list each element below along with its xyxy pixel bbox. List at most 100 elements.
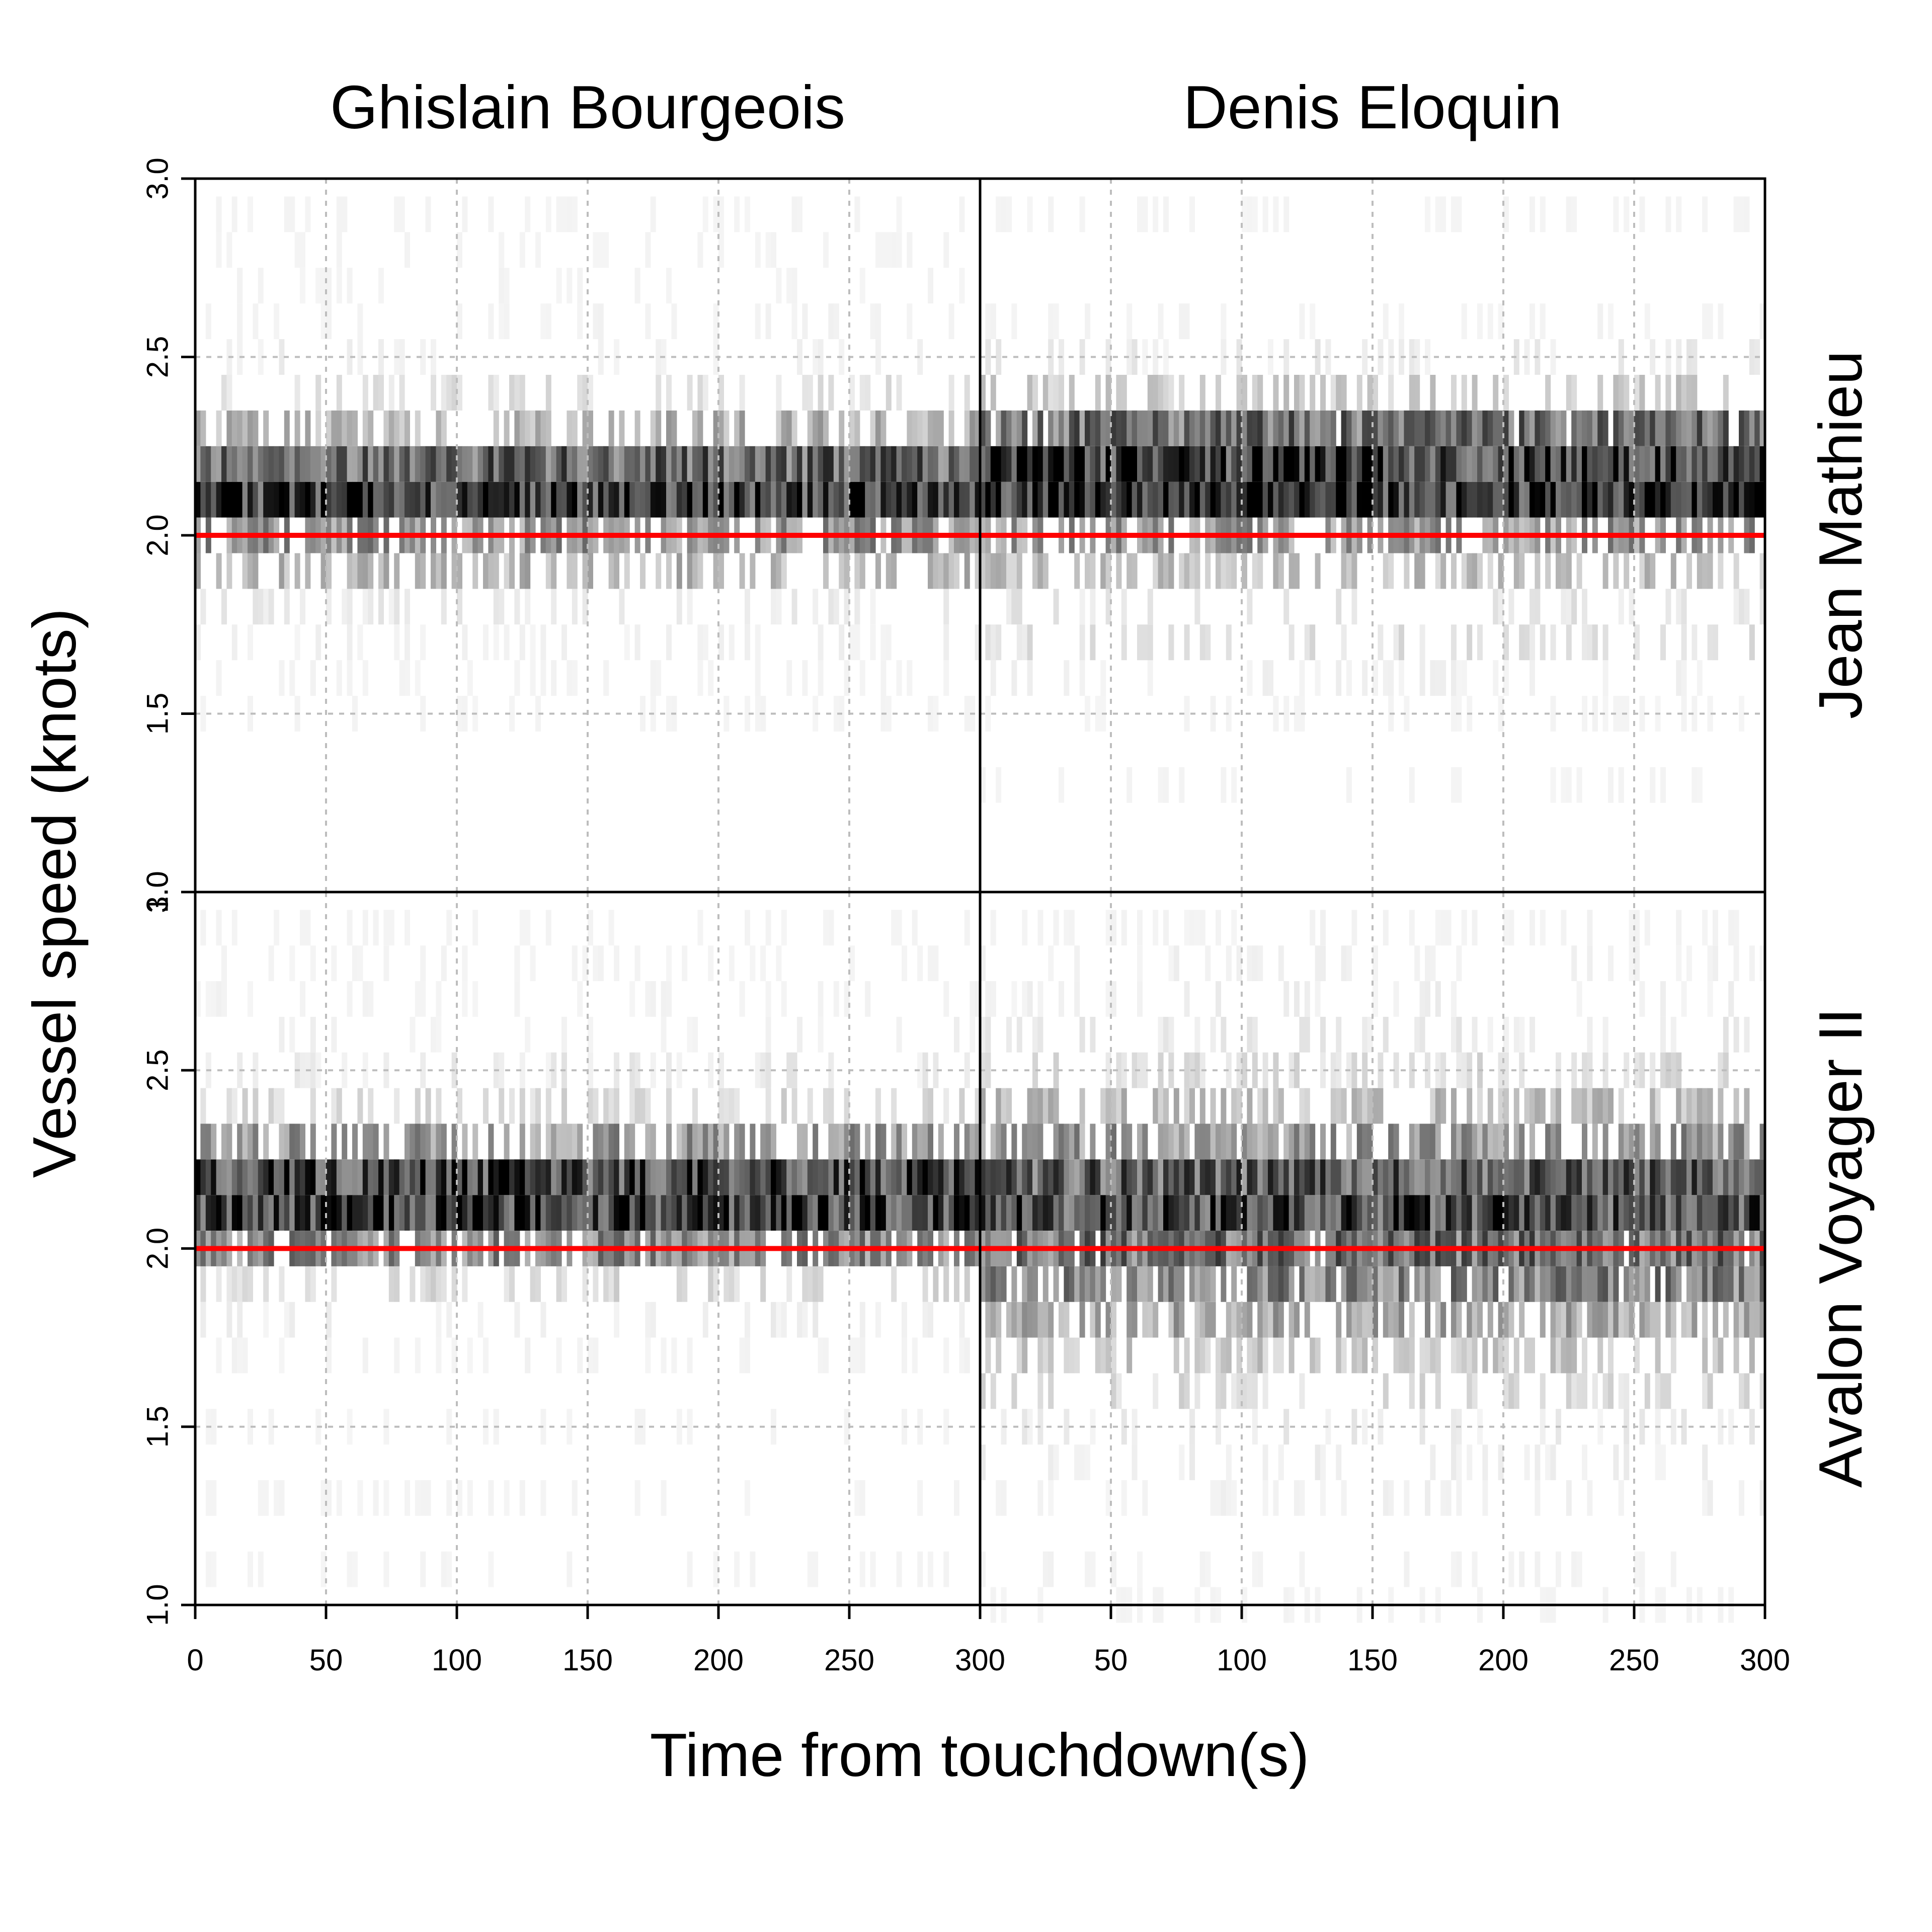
- heatmap-cell: [556, 196, 562, 232]
- heatmap-cell: [1210, 1159, 1216, 1195]
- heatmap-cell: [755, 1159, 761, 1195]
- heatmap-cell: [1179, 1373, 1185, 1409]
- heatmap-cell: [813, 1123, 819, 1160]
- heatmap-cell: [750, 945, 756, 982]
- heatmap-cell: [457, 1480, 462, 1516]
- heatmap-cell: [320, 268, 327, 304]
- heatmap-cell: [1503, 1373, 1509, 1409]
- heatmap-cell: [1027, 1266, 1033, 1302]
- heatmap-cell: [823, 1337, 829, 1374]
- heatmap-cell: [697, 660, 703, 696]
- heatmap-cell: [514, 589, 520, 625]
- heatmap-cell: [1273, 481, 1279, 518]
- heatmap-cell: [645, 232, 651, 268]
- heatmap-cell: [1216, 410, 1221, 446]
- heatmap-cell: [1163, 1266, 1169, 1302]
- heatmap-cell: [388, 375, 394, 411]
- heatmap-cell: [519, 1052, 525, 1088]
- heatmap-cell: [687, 1337, 693, 1374]
- heatmap-cell: [530, 1088, 536, 1124]
- heatmap-cell: [326, 553, 332, 589]
- heatmap-cell: [493, 1195, 499, 1231]
- heatmap-cell: [556, 1123, 562, 1160]
- heatmap-cell: [237, 1195, 243, 1231]
- heatmap-cell: [253, 589, 259, 625]
- heatmap-cell: [1111, 410, 1116, 446]
- heatmap-cell: [1440, 1302, 1446, 1338]
- heatmap-cell: [745, 196, 750, 232]
- heatmap-cell: [1556, 1088, 1561, 1124]
- heatmap-cell: [1126, 1337, 1133, 1374]
- heatmap-cell: [723, 1123, 730, 1160]
- heatmap-cell: [1242, 410, 1247, 446]
- heatmap-cell: [1059, 981, 1064, 1017]
- heatmap-cell: [760, 1266, 766, 1302]
- heatmap-cell: [697, 375, 703, 411]
- heatmap-cell: [472, 1195, 478, 1231]
- heatmap-cell: [1566, 1266, 1572, 1302]
- heatmap-cell: [702, 1195, 708, 1231]
- heatmap-cell: [1216, 481, 1221, 518]
- heatmap-cell: [1713, 1302, 1718, 1338]
- heatmap-cell: [718, 196, 724, 232]
- heatmap-cell: [1299, 1551, 1305, 1587]
- heatmap-cell: [1676, 410, 1682, 446]
- heatmap-cell: [907, 1195, 913, 1231]
- heatmap-cell: [1472, 1302, 1478, 1338]
- heatmap-cell: [200, 1088, 206, 1124]
- heatmap-cell: [739, 1337, 745, 1374]
- heatmap-cell: [886, 624, 892, 661]
- heatmap-cell: [1064, 910, 1070, 946]
- heatmap-cell: [216, 660, 222, 696]
- heatmap-cell: [1236, 446, 1242, 482]
- heatmap-cell: [457, 696, 462, 732]
- heatmap-cell: [875, 481, 881, 518]
- heatmap-cell: [1194, 410, 1200, 446]
- heatmap-cell: [315, 1159, 321, 1195]
- heatmap-cell: [1618, 1123, 1624, 1160]
- heatmap-cell: [1388, 660, 1394, 696]
- heatmap-cell: [1074, 945, 1080, 982]
- heatmap-cell: [561, 481, 567, 518]
- heatmap-cell: [577, 1123, 583, 1160]
- heatmap-cell: [1733, 196, 1739, 232]
- heatmap-cell: [917, 446, 923, 482]
- heatmap-cell: [1733, 553, 1739, 589]
- heatmap-cell: [226, 232, 232, 268]
- heatmap-cell: [540, 1195, 546, 1231]
- heatmap-cell: [645, 303, 651, 340]
- heatmap-cell: [880, 446, 887, 482]
- heatmap-cell: [818, 410, 824, 446]
- heatmap-cell: [336, 1088, 342, 1124]
- heatmap-cell: [1430, 945, 1436, 982]
- heatmap-cell: [922, 1052, 928, 1088]
- heatmap-cell: [1142, 1266, 1148, 1302]
- heatmap-cell: [561, 446, 567, 482]
- heatmap-cell: [1404, 1480, 1410, 1516]
- heatmap-cell: [1561, 910, 1567, 946]
- heatmap-cell: [1153, 910, 1159, 946]
- heatmap-cell: [1105, 553, 1111, 589]
- heatmap-cell: [1011, 1195, 1017, 1231]
- heatmap-cell: [718, 481, 724, 518]
- heatmap-cell: [1111, 910, 1116, 946]
- heatmap-cell: [1644, 1159, 1650, 1195]
- heatmap-cell: [488, 1195, 494, 1231]
- heatmap-cell: [1482, 1123, 1488, 1160]
- heatmap-cell: [540, 481, 546, 518]
- heatmap-cell: [1341, 1159, 1347, 1195]
- heatmap-cell: [865, 1159, 871, 1195]
- heatmap-cell: [1320, 1052, 1326, 1088]
- heatmap-cell: [928, 1159, 933, 1195]
- heatmap-cell: [1707, 696, 1713, 732]
- heatmap-cell: [1513, 1266, 1519, 1302]
- heatmap-cell: [1095, 375, 1101, 411]
- heatmap-cell: [1283, 1195, 1290, 1231]
- heatmap-cell: [1634, 1159, 1640, 1195]
- heatmap-cell: [1205, 446, 1211, 482]
- heatmap-cell: [1487, 553, 1493, 589]
- heatmap-cell: [258, 589, 264, 625]
- heatmap-cell: [205, 446, 211, 482]
- heatmap-cell: [1315, 1444, 1321, 1480]
- heatmap-cell: [1754, 1302, 1760, 1338]
